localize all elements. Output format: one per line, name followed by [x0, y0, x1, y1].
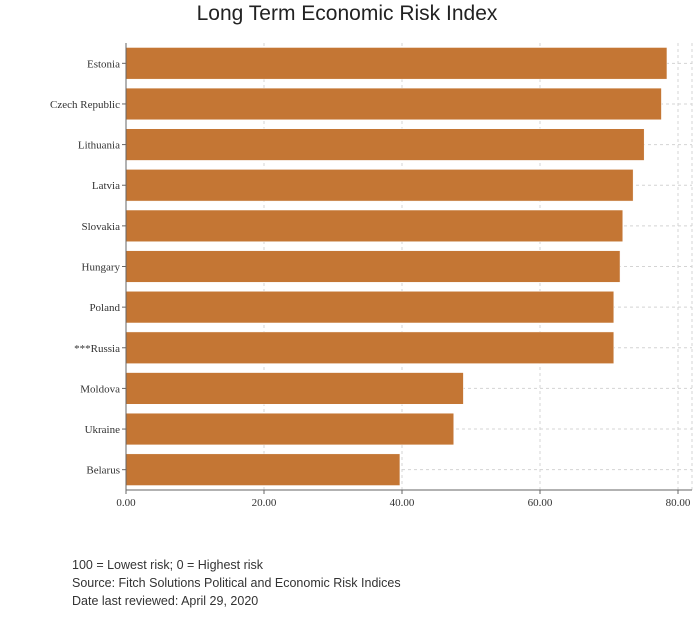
category-label: Hungary: [82, 262, 121, 274]
category-label: Lithuania: [78, 140, 120, 152]
bar: [125, 209, 624, 242]
category-label: Estonia: [87, 58, 120, 70]
bar: [125, 291, 615, 324]
category-label: Latvia: [92, 180, 120, 192]
bar: [125, 47, 668, 80]
category-label: Poland: [89, 302, 120, 314]
bar: [125, 412, 454, 446]
bar: [125, 169, 634, 202]
risk-scale-note: 100 = Lowest risk; 0 = Highest risk: [72, 558, 264, 572]
source-note: Source: Fitch Solutions Political and Ec…: [72, 576, 401, 590]
chart-title: Long Term Economic Risk Index: [196, 2, 498, 25]
x-tick-label: 20.00: [252, 497, 277, 509]
category-label: Slovakia: [82, 221, 121, 233]
x-tick-label: 80.00: [666, 497, 691, 509]
bar: [125, 250, 621, 283]
x-tick-label: 60.00: [528, 497, 553, 509]
category-label: Czech Republic: [50, 99, 120, 111]
bars: [125, 47, 668, 486]
date-reviewed-note: Date last reviewed: April 29, 2020: [72, 594, 259, 608]
x-tick-label: 0.00: [116, 497, 136, 509]
category-label: Moldova: [80, 383, 120, 395]
category-label: Belarus: [86, 465, 120, 477]
category-label: ***Russia: [74, 343, 120, 355]
bar-chart: Estonia Czech Republic Lithuania Latvia Slov…: [50, 43, 693, 509]
bar: [125, 87, 662, 121]
bar: [125, 453, 401, 486]
bar: [125, 372, 464, 405]
chart-notes: 100 = Lowest risk; 0 = Highest risk Sour…: [72, 556, 401, 610]
category-label: Ukraine: [85, 424, 121, 436]
axes: Estonia Czech Republic Lithuania Latvia Slov…: [50, 43, 692, 509]
x-tick-label: 40.00: [390, 497, 415, 509]
bar: [125, 128, 645, 161]
bar: [125, 331, 615, 364]
